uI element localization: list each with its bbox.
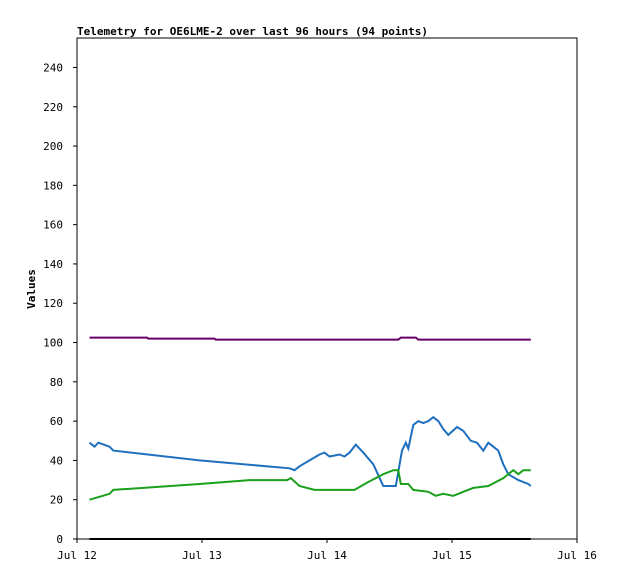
y-tick-label: 200 [43, 140, 63, 153]
y-tick-label: 240 [43, 61, 63, 74]
y-tick-label: 220 [43, 101, 63, 114]
chart-title: Telemetry for OE6LME-2 over last 96 hour… [77, 25, 428, 38]
x-tick-label: Jul 16 [557, 549, 597, 562]
series-line [89, 336, 531, 341]
y-tick-label: 80 [50, 376, 63, 389]
y-tick-label: 100 [43, 337, 63, 350]
x-tick-label: Jul 14 [307, 549, 347, 562]
y-tick-label: 20 [50, 494, 63, 507]
y-tick-label: 60 [50, 415, 63, 428]
y-tick-label: 180 [43, 179, 63, 192]
x-tick-label: Jul 13 [182, 549, 222, 562]
series-line [89, 468, 531, 501]
y-tick-label: 40 [50, 454, 63, 467]
x-tick-label: Jul 15 [432, 549, 472, 562]
series-line [88, 415, 532, 487]
y-tick-label: 140 [43, 258, 63, 271]
x-tick-label: Jul 12 [57, 549, 97, 562]
y-axis-label: Values [25, 269, 38, 309]
y-tick-label: 120 [43, 297, 63, 310]
y-tick-label: 160 [43, 219, 63, 232]
y-tick-label: 0 [56, 533, 63, 546]
